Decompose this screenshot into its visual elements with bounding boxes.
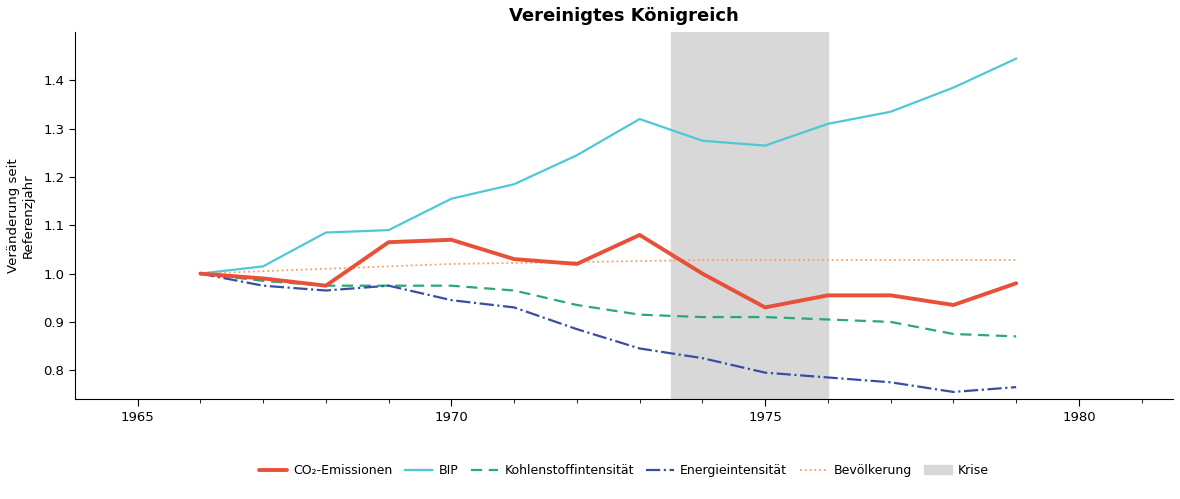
Bar bbox=[671, 32, 828, 399]
Title: Vereinigtes Königreich: Vereinigtes Königreich bbox=[509, 7, 739, 25]
Legend: CO₂-Emissionen, BIP, Kohlenstoffintensität, Energieintensität, Bevölkerung, Kris: CO₂-Emissionen, BIP, Kohlenstoffintensit… bbox=[260, 464, 989, 477]
Y-axis label: Veränderung seit
Referenzjahr: Veränderung seit Referenzjahr bbox=[7, 158, 35, 273]
